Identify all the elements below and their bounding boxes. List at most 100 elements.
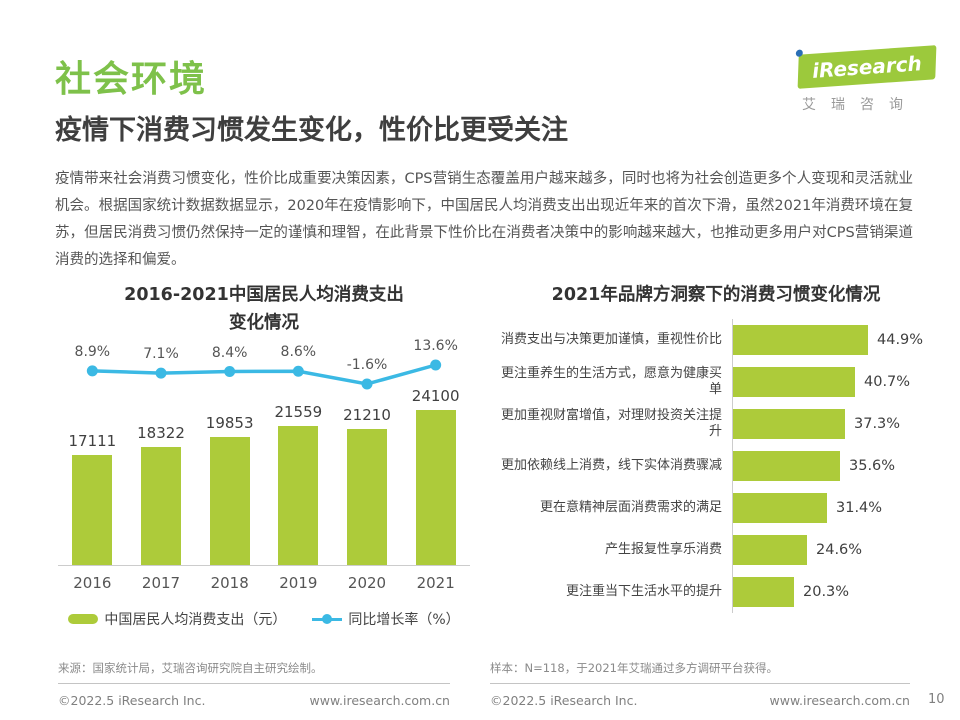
category-label-2017: 2017 (141, 574, 181, 592)
hbar-row-2: 更注重养生的生活方式，愿意为健康买单 40.7% (490, 361, 942, 403)
hbar-label-1: 消费支出与决策更加谨慎，重视性价比 (500, 332, 722, 347)
bar-2017 (141, 447, 181, 565)
footer-right-site: www.iresearch.com.cn (769, 693, 911, 708)
line-point-2021 (430, 359, 442, 371)
footer-left-copyright: ©2022.5 iResearch Inc. (58, 693, 206, 708)
hbar-value-1: 44.9% (877, 332, 924, 348)
left-chart-title-line2: 变化情况 (229, 313, 299, 333)
hbar-row-4: 更加依赖线上消费，线下实体消费骤减 35.6% (490, 445, 942, 487)
hbar-bar-1 (733, 325, 868, 355)
hbar-bar-6 (733, 535, 807, 565)
hbar-area-1: 44.9% (732, 319, 942, 361)
category-label-2019: 2019 (279, 574, 318, 592)
footer-left-site: www.iresearch.com.cn (309, 693, 451, 708)
line-point-2020 (361, 378, 373, 390)
chart-legend: 中国居民人均消费支出（元） 同比增长率（%） (58, 609, 470, 629)
hbar-bar-7 (733, 577, 794, 607)
bar-value-2016: 17111 (68, 432, 117, 450)
hbar-label-5: 更在意精神层面消费需求的满足 (539, 500, 722, 515)
hbar-value-7: 20.3% (803, 584, 850, 600)
line-point-2017 (155, 367, 167, 379)
right-chart-title: 2021年品牌方洞察下的消费习惯变化情况 (551, 285, 881, 305)
legend-item-bar: 中国居民人均消费支出（元） (68, 609, 286, 629)
hbar-label-4: 更加依赖线上消费，线下实体消费骤减 (500, 458, 722, 473)
hbar-area-4: 35.6% (732, 445, 942, 487)
page-headline: 疫情下消费习惯发生变化，性价比更受关注 (55, 115, 568, 146)
line-point-2019 (292, 365, 304, 377)
hbar-area-2: 40.7% (732, 361, 942, 403)
bar-value-2020: 21210 (343, 406, 391, 424)
logo-dot-icon (795, 49, 803, 57)
bar-2019 (278, 426, 319, 565)
logo-brand-text: iResearch (811, 51, 923, 83)
legend-item-line: 同比增长率（%） (312, 609, 460, 629)
line-point-2016 (86, 365, 98, 377)
right-chart-section: 2021年品牌方洞察下的消费习惯变化情况 消费支出与决策更加谨慎，重视性价比 44… (490, 281, 942, 613)
hbar-value-2: 40.7% (864, 374, 911, 390)
hbar-value-4: 35.6% (849, 458, 896, 474)
hbar-area-5: 31.4% (732, 487, 942, 529)
left-chart-title-line1: 2016-2021中国居民人均消费支出 (124, 285, 404, 305)
growth-line (86, 359, 442, 390)
hbar-row-7: 更注重当下生活水平的提升 20.3% (490, 571, 942, 613)
hbar-bar-4 (733, 451, 840, 481)
category-label-2020: 2020 (347, 574, 387, 592)
section-title: 社会环境 (55, 59, 208, 100)
bar-value-2017: 18322 (137, 424, 185, 442)
line-value-2016: 8.9% (74, 343, 111, 360)
footer-left: ©2022.5 iResearch Inc. www.iresearch.com… (58, 683, 450, 708)
line-value-2018: 8.4% (211, 344, 248, 361)
hbar-area-3: 37.3% (732, 403, 942, 445)
hbar-bar-5 (733, 493, 827, 523)
bar-legend-label: 中国居民人均消费支出（元） (104, 612, 287, 628)
left-source-note: 来源：国家统计局，艾瑞咨询研究院自主研究绘制。 (58, 661, 323, 675)
left-chart-title: 2016-2021中国居民人均消费支出 变化情况 (58, 281, 470, 337)
line-value-2020: -1.6% (346, 357, 388, 373)
bar-legend-swatch (68, 614, 99, 624)
bar-2021 (415, 410, 456, 565)
logo-shape: iResearch (795, 45, 937, 89)
iresearch-logo: iResearch 艾瑞咨询 (795, 45, 948, 114)
bar-value-2021: 24100 (411, 387, 460, 405)
hbar-chart-plot: 消费支出与决策更加谨慎，重视性价比 44.9% 更注重养生的生活方式，愿意为健康买单… (490, 319, 942, 613)
category-label-2016: 2016 (73, 574, 112, 592)
line-value-2017: 7.1% (143, 346, 179, 363)
page-number: 10 (928, 692, 945, 707)
right-source-note: 样本：N=118，于2021年艾瑞通过多方调研平台获得。 (490, 661, 778, 675)
hbar-label-3: 更加重视财富增值，对理财投资关注提升 (500, 408, 722, 439)
hbar-area-7: 20.3% (732, 571, 942, 613)
hbar-bar-2 (733, 367, 855, 397)
line-legend-swatch (312, 614, 343, 624)
hbar-row-1: 消费支出与决策更加谨慎，重视性价比 44.9% (490, 319, 942, 361)
x-axis-line (58, 565, 470, 566)
logo-subtext: 艾瑞咨询 (802, 97, 918, 113)
hbar-bar-3 (733, 409, 845, 439)
combo-chart-plot: 17111 2016 8.9% 18322 2017 7.1% 19853 2018 8.4% 2… (58, 338, 470, 601)
hbar-label-2: 更注重养生的生活方式，愿意为健康买单 (500, 366, 722, 397)
line-legend-dot (322, 614, 333, 624)
bar-2018 (209, 437, 250, 565)
category-label-2021: 2021 (416, 574, 455, 592)
line-value-2019: 8.6% (280, 344, 317, 361)
hbar-label-7: 更注重当下生活水平的提升 (565, 584, 722, 599)
line-value-2021: 13.6% (413, 338, 458, 354)
bar-value-2018: 19853 (205, 414, 254, 432)
footer-right: ©2022.5 iResearch Inc. www.iresearch.com… (490, 683, 910, 708)
body-paragraph: 疫情带来社会消费习惯变化，性价比成重要决策因素，CPS营销生态覆盖用户越来越多，… (55, 171, 913, 268)
bar-2016 (72, 455, 113, 565)
hbar-value-6: 24.6% (816, 542, 863, 558)
footer-right-copyright: ©2022.5 iResearch Inc. (490, 693, 638, 708)
hbar-value-5: 31.4% (836, 500, 883, 516)
category-label-2018: 2018 (210, 574, 249, 592)
bar-value-2019: 21559 (274, 403, 323, 421)
growth-line-path (92, 363, 437, 386)
hbar-value-3: 37.3% (854, 416, 901, 432)
hbar-area-6: 24.6% (732, 529, 942, 571)
line-legend-label: 同比增长率（%） (348, 612, 460, 628)
hbar-row-3: 更加重视财富增值，对理财投资关注提升 37.3% (490, 403, 942, 445)
hbar-row-5: 更在意精神层面消费需求的满足 31.4% (490, 487, 942, 529)
line-point-2018 (224, 366, 236, 377)
hbar-label-6: 产生报复性享乐消费 (604, 542, 722, 557)
left-chart-section: 2016-2021中国居民人均消费支出 变化情况 17111 2016 8.9% 18… (58, 281, 470, 629)
